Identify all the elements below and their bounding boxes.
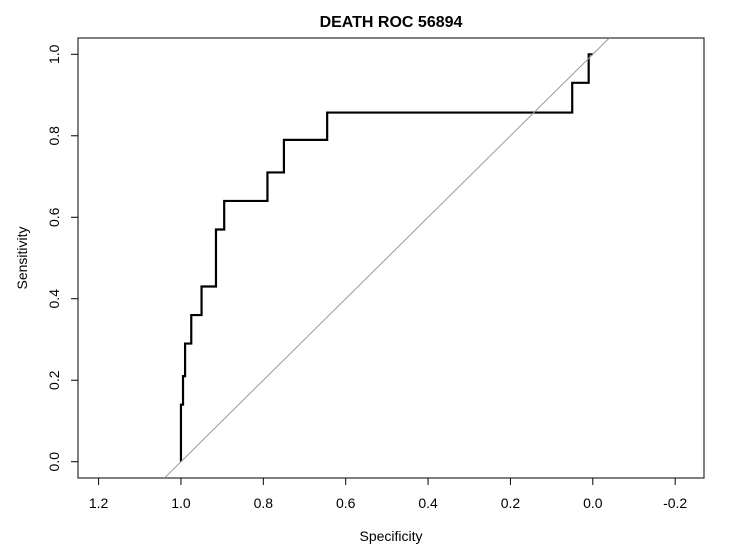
reference-diagonal-line (163, 38, 610, 478)
x-tick-label: -0.2 (663, 495, 687, 511)
y-tick-label: 0.8 (46, 126, 62, 146)
x-tick-label: 0.0 (583, 495, 603, 511)
x-axis: 1.2 1.0 0.8 0.6 0.4 0.2 0.0 -0.2 (89, 477, 687, 511)
x-tick-label: 1.2 (89, 495, 109, 511)
x-tick-label: 0.2 (501, 495, 521, 511)
x-tick-label: 0.6 (336, 495, 356, 511)
x-axis-label: Specificity (359, 528, 422, 544)
plot-frame (77, 37, 705, 479)
chart-title: DEATH ROC 56894 (320, 14, 463, 31)
series-layer (163, 38, 610, 478)
y-tick-label: 0.0 (46, 452, 62, 472)
y-tick-label: 0.2 (46, 370, 62, 390)
y-tick-label: 0.6 (46, 207, 62, 227)
y-tick-label: 0.4 (46, 289, 62, 309)
y-axis-label: Sensitivity (14, 226, 30, 289)
x-tick-label: 0.8 (254, 495, 274, 511)
roc-curve-line (179, 53, 593, 462)
y-tick-label: 1.0 (46, 44, 62, 64)
x-tick-label: 0.4 (418, 495, 438, 511)
x-tick-label: 1.0 (171, 495, 191, 511)
y-axis: 0.0 0.2 0.4 0.6 0.8 1.0 (46, 44, 79, 472)
